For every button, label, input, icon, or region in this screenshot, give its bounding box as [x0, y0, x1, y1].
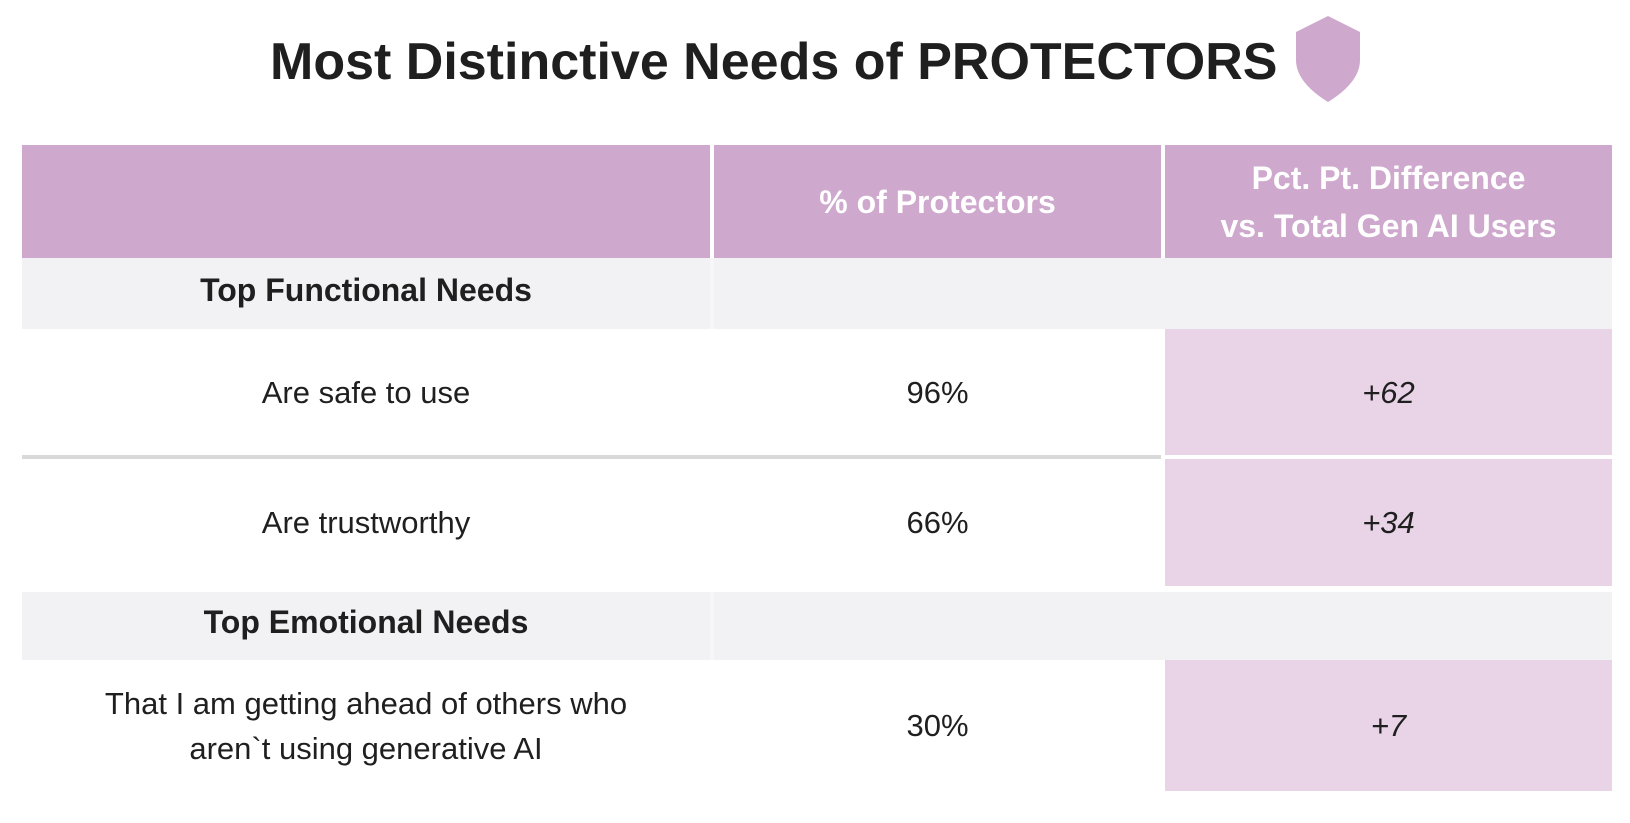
pct-cell: 96%: [906, 374, 969, 410]
header-diff-line2: vs. Total Gen AI Users: [1220, 207, 1557, 244]
row-divider: [1165, 455, 1612, 459]
section-label: Top Emotional Needs: [203, 604, 529, 640]
need-cell: That I am getting ahead of others who ar…: [22, 660, 710, 791]
page-title: Most Distinctive Needs of PROTECTORS: [270, 33, 1278, 91]
title-area: Most Distinctive Needs of PROTECTORS: [0, 14, 1630, 114]
section-functional: Top Functional Needs: [22, 258, 1612, 329]
table-row: Are trustworthy 66% +34: [22, 459, 1612, 586]
need-line: That I am getting ahead of others who: [104, 685, 628, 721]
diff-cell: +34: [1165, 459, 1612, 586]
diff-cell: +7: [1165, 660, 1612, 791]
shield-icon: [1296, 16, 1360, 102]
section-emotional: Top Emotional Needs: [22, 592, 1612, 660]
pct-cell: 66%: [906, 505, 969, 540]
pct-cell: 30%: [906, 708, 969, 743]
diff-cell: +62: [1165, 329, 1612, 455]
header-cell-diff: Pct. Pt. Difference vs. Total Gen AI Use…: [1165, 145, 1612, 258]
header-cell-blank: [22, 145, 710, 258]
need-line: aren`t using generative AI: [189, 730, 543, 766]
table-row: That I am getting ahead of others who ar…: [22, 660, 1612, 791]
section-label: Top Functional Needs: [200, 272, 532, 308]
row-divider: [22, 455, 1161, 459]
header-diff-line1: Pct. Pt. Difference: [1251, 159, 1526, 196]
need-cell: Are safe to use: [261, 374, 471, 410]
table-row: Are safe to use 96% +62: [22, 329, 1612, 455]
need-cell: Are trustworthy: [261, 505, 471, 540]
header-cell-pct: % of Protectors: [714, 145, 1161, 258]
